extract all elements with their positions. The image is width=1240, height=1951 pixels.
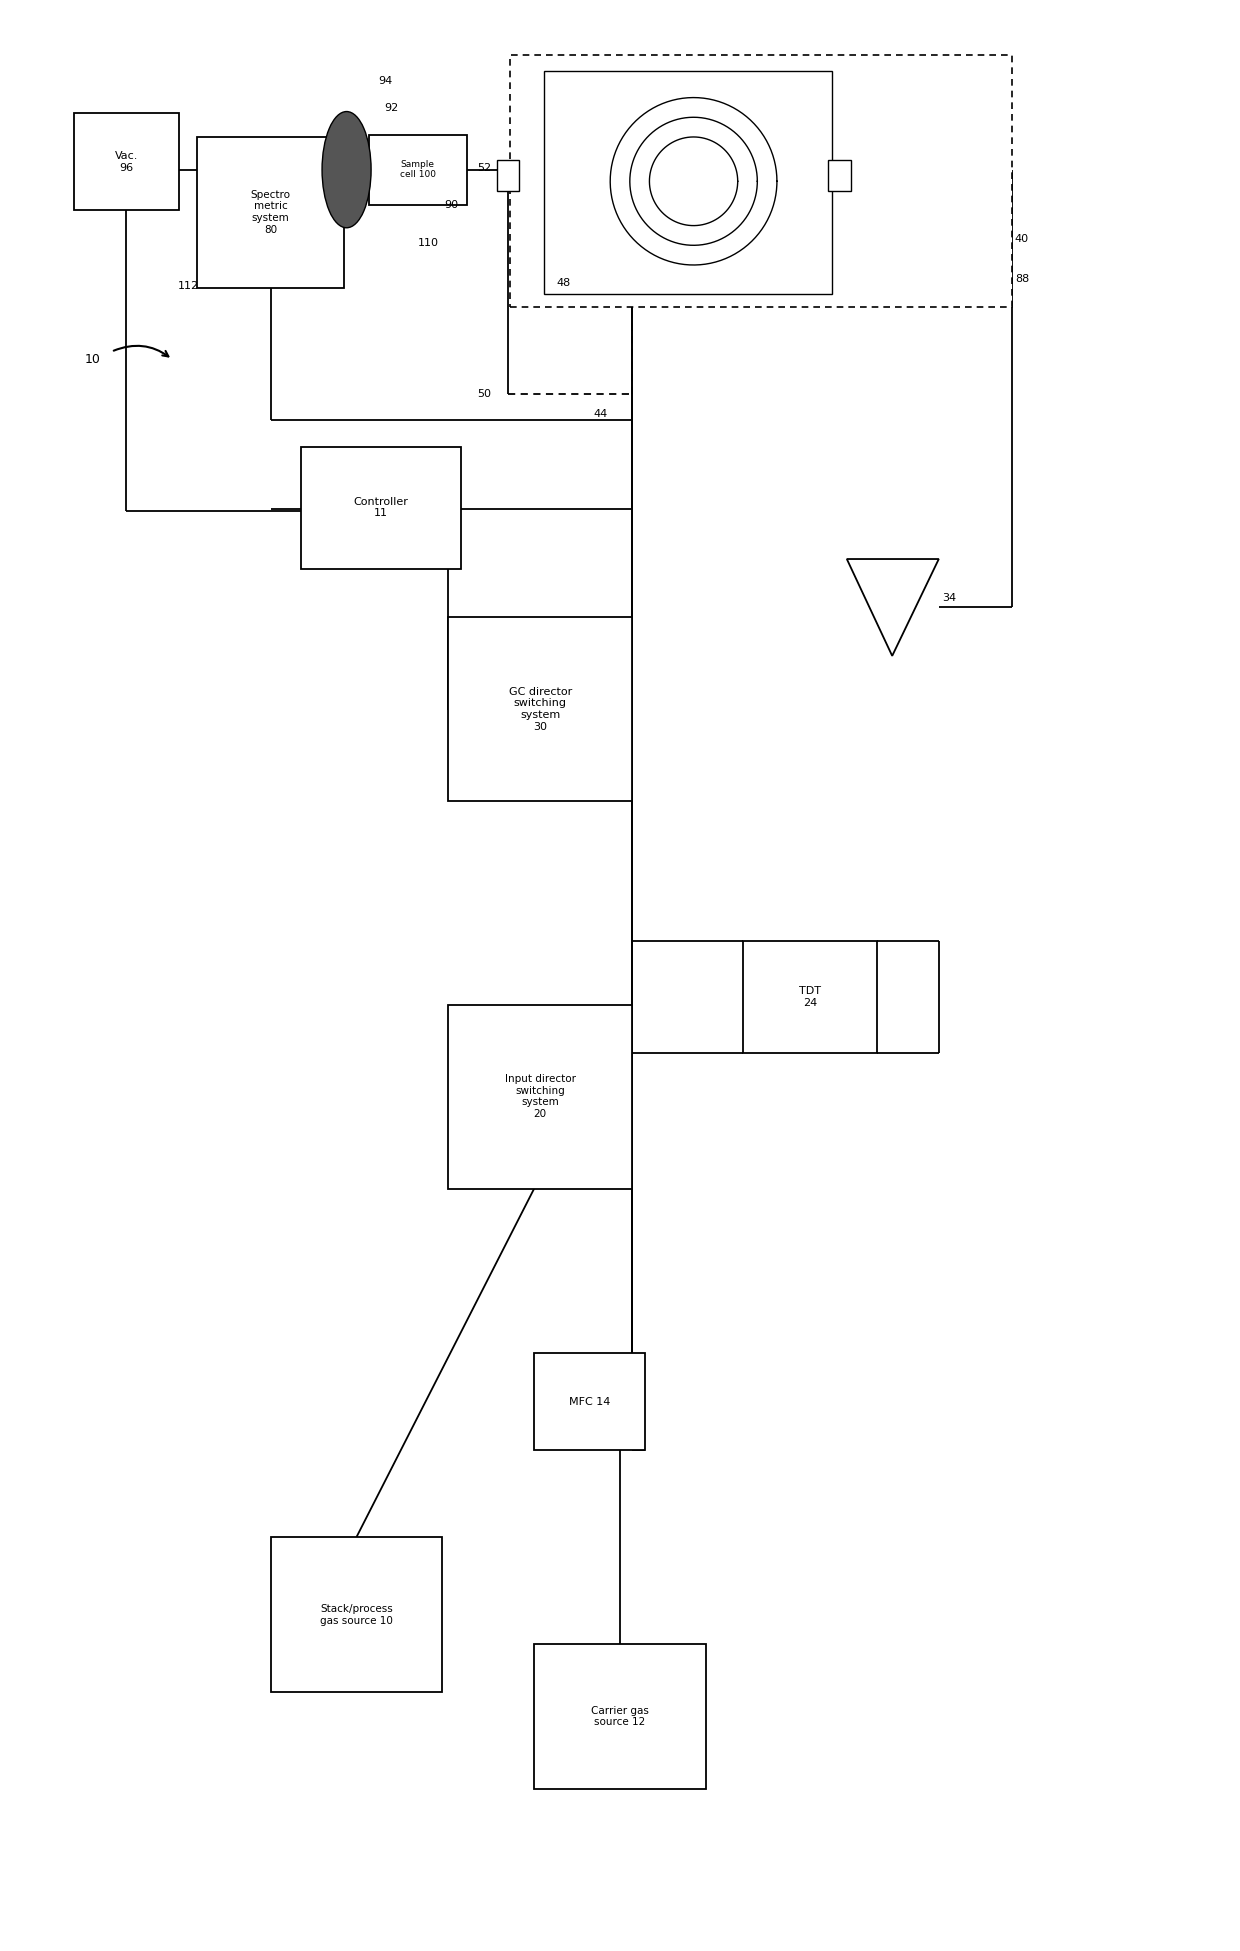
Text: GC director
switching
system
30: GC director switching system 30: [508, 687, 572, 732]
FancyBboxPatch shape: [449, 617, 632, 802]
FancyBboxPatch shape: [534, 1354, 645, 1450]
Text: 112: 112: [179, 281, 200, 291]
Text: Stack/process
gas source 10: Stack/process gas source 10: [320, 1604, 393, 1625]
FancyBboxPatch shape: [510, 55, 1012, 306]
Polygon shape: [847, 560, 939, 656]
Text: 110: 110: [418, 238, 439, 248]
Text: 52: 52: [477, 162, 491, 174]
FancyBboxPatch shape: [449, 1005, 632, 1188]
Ellipse shape: [322, 111, 371, 228]
Text: 40: 40: [1014, 234, 1029, 244]
FancyBboxPatch shape: [743, 940, 878, 1054]
Text: Spectro
metric
system
80: Spectro metric system 80: [250, 189, 290, 234]
FancyBboxPatch shape: [74, 113, 179, 211]
Text: Sample
cell 100: Sample cell 100: [399, 160, 435, 179]
Text: 44: 44: [594, 410, 608, 419]
Text: Input director
switching
system
20: Input director switching system 20: [505, 1075, 575, 1120]
Text: 34: 34: [942, 593, 956, 603]
FancyBboxPatch shape: [534, 1645, 706, 1789]
Text: 94: 94: [378, 76, 393, 86]
FancyBboxPatch shape: [544, 70, 832, 295]
FancyBboxPatch shape: [497, 160, 520, 191]
Text: Vac.
96: Vac. 96: [115, 150, 138, 174]
Text: 88: 88: [1014, 275, 1029, 285]
Text: 92: 92: [384, 103, 399, 113]
FancyBboxPatch shape: [301, 447, 460, 568]
FancyBboxPatch shape: [368, 135, 466, 205]
Text: 48: 48: [557, 277, 570, 289]
Text: MFC 14: MFC 14: [569, 1397, 610, 1407]
Text: 50: 50: [477, 390, 491, 400]
FancyBboxPatch shape: [197, 137, 345, 289]
FancyBboxPatch shape: [270, 1537, 443, 1692]
Text: Carrier gas
source 12: Carrier gas source 12: [591, 1705, 649, 1727]
Text: Controller
11: Controller 11: [353, 498, 408, 519]
FancyBboxPatch shape: [828, 160, 851, 191]
Text: TDT
24: TDT 24: [799, 985, 821, 1007]
Text: 10: 10: [84, 353, 100, 367]
Text: 90: 90: [444, 199, 458, 209]
